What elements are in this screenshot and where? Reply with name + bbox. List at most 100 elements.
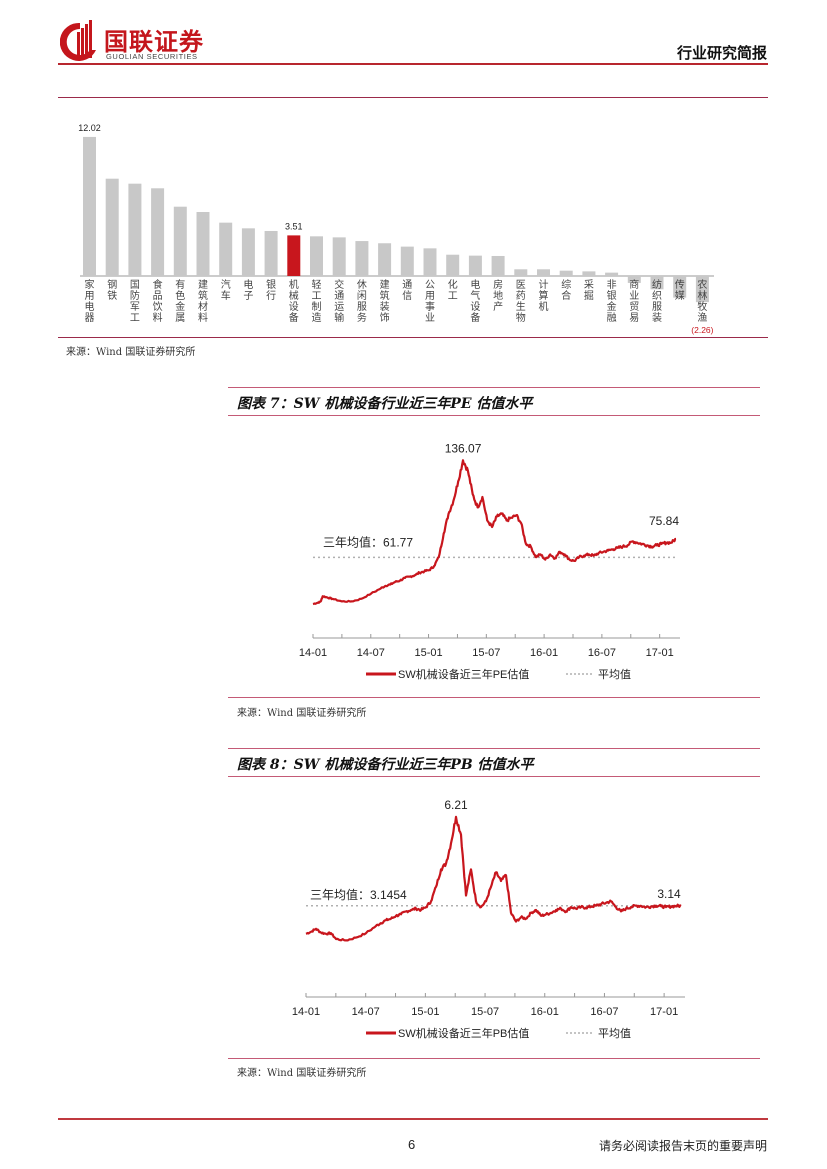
bar-category-label: 备 — [470, 311, 480, 324]
bar-category-label: 防 — [130, 289, 140, 302]
bar-category-label: 通 — [334, 290, 344, 302]
figure8-bottom-rule — [228, 1058, 760, 1059]
bar — [173, 206, 187, 276]
bar-category-label: 产 — [493, 300, 503, 313]
bar — [400, 246, 414, 276]
bar-category-label: 属 — [175, 312, 185, 324]
document-type: 行业研究简报 — [676, 44, 767, 62]
x-tick-label: 14-01 — [299, 647, 327, 659]
bar — [219, 222, 233, 276]
x-tick-label: 17-01 — [646, 647, 674, 659]
bar-category-label: 非 — [607, 279, 617, 291]
bar-category-label: 生 — [516, 300, 526, 313]
legend-average-label: 平均值 — [598, 668, 631, 681]
bar-category-label: 输 — [334, 311, 344, 324]
bar-category-label: 食 — [153, 278, 163, 291]
logo-text-cn: 国联证券 — [104, 28, 204, 56]
bar — [695, 276, 709, 303]
bar-category-label: 轻 — [312, 278, 322, 291]
bar-category-label: 地 — [493, 289, 503, 302]
bar — [491, 255, 505, 276]
bar-category-label: 军 — [130, 301, 140, 313]
bar — [105, 178, 119, 276]
figure7-source: 来源：Wind 国联证券研究所 — [237, 708, 367, 719]
x-tick-label: 16-01 — [531, 1006, 559, 1018]
bar-category-label: 林 — [697, 289, 707, 302]
bar-category-label: 设 — [289, 301, 299, 313]
average-value-label: 三年均值：61.77 — [323, 534, 413, 549]
bar-category-label: 料 — [153, 311, 163, 324]
bar-category-label: 筑 — [198, 289, 208, 302]
chart-top-divider — [58, 97, 768, 98]
bar-category-label: 汽 — [221, 278, 231, 291]
industry-bar-chart: 家用电器12.02钢铁国防军工食品饮料有色金属建筑材料汽车电子银行机械设备3.5… — [78, 123, 714, 335]
x-tick-label: 15-07 — [471, 1006, 499, 1018]
bar-category-label: 银 — [266, 278, 276, 291]
bar — [650, 276, 664, 290]
bar-category-label: 械 — [289, 289, 299, 302]
peak-value-label: 6.21 — [444, 798, 468, 812]
bar-category-label: 造 — [312, 311, 322, 324]
bar — [559, 270, 573, 276]
x-tick-label: 15-01 — [414, 647, 442, 659]
bar-category-label: 传 — [675, 279, 685, 291]
bar-category-label: 牧 — [697, 300, 707, 313]
chart-bottom-divider — [58, 337, 768, 338]
bar — [196, 212, 210, 276]
x-tick-label: 16-01 — [530, 647, 558, 659]
figure7-title: 图表 7：SW 机械设备行业近三年PE 估值水平 — [237, 396, 533, 412]
bar-category-label: 建 — [380, 278, 390, 291]
bar — [355, 241, 369, 276]
footer-divider — [58, 1118, 768, 1120]
latest-value-label: 75.84 — [649, 514, 679, 528]
bar-category-label: 装 — [652, 311, 662, 324]
x-tick-label: 16-07 — [590, 1006, 618, 1018]
bar-category-label: 服 — [652, 301, 662, 313]
bar-category-label: 媒 — [675, 290, 685, 302]
bar — [264, 230, 278, 276]
bar-category-label: 料 — [198, 311, 208, 324]
bar-category-label: 有 — [175, 278, 185, 291]
bar-category-label: 计 — [539, 278, 549, 291]
bar-category-label: 物 — [516, 311, 526, 324]
bar — [378, 243, 392, 276]
bar-category-label: 车 — [221, 289, 231, 302]
average-value-label: 三年均值：3.1454 — [310, 887, 407, 902]
bar — [627, 276, 641, 283]
bar-category-label: 银 — [607, 289, 617, 302]
legend-average-label: 平均值 — [598, 1027, 631, 1040]
bar-category-label: 备 — [289, 311, 299, 324]
pe-line-chart: 14-01 14-07 15-01 15-07 16-01 16-07 17-01 136.0… — [299, 441, 680, 681]
bar-category-label: 药 — [516, 290, 526, 302]
bar-category-label: 器 — [85, 312, 95, 324]
bar-category-label: 业 — [629, 290, 639, 302]
bar-category-label: 电 — [85, 300, 95, 313]
x-tick-label: 15-07 — [472, 647, 500, 659]
bar-chart-source: 来源：Wind 国联证券研究所 — [66, 347, 196, 358]
bar — [514, 269, 528, 276]
bar-category-label: 算 — [539, 289, 549, 302]
bar-category-label: 交 — [334, 278, 344, 291]
bar-category-label: 用 — [425, 291, 435, 302]
bar-category-label: 商 — [629, 278, 639, 291]
bar-category-label: 筑 — [380, 289, 390, 302]
logo-text-en: GUOLIAN SECURITIES — [106, 52, 198, 61]
bar-category-label: 子 — [243, 290, 253, 302]
figure7-top-rule — [228, 387, 760, 388]
bar-category-label: 掘 — [584, 289, 594, 302]
bar-category-label: 运 — [334, 301, 344, 313]
figure7-bottom-rule — [228, 697, 760, 698]
x-tick-label: 17-01 — [650, 1006, 678, 1018]
bar — [287, 235, 301, 276]
latest-value-label: 3.14 — [657, 887, 681, 901]
bar-category-label: 用 — [85, 291, 95, 302]
bar — [310, 236, 323, 276]
bar-category-label: 国 — [130, 279, 140, 291]
bar — [128, 183, 142, 276]
bar-category-label: 气 — [470, 289, 480, 302]
bar-category-label: 渔 — [697, 312, 707, 324]
bar-category-label: 房 — [493, 278, 503, 291]
valuation-line — [305, 815, 682, 942]
bar — [423, 248, 437, 276]
bar-category-label: 易 — [629, 312, 639, 324]
